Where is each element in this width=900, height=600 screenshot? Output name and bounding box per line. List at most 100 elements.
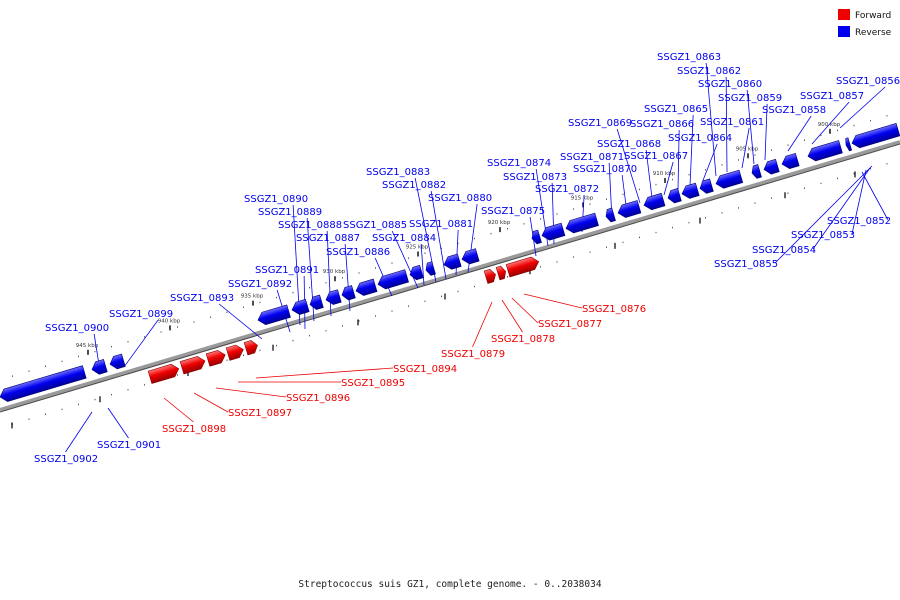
gene-label[interactable]: SSGZ1_0901 bbox=[97, 440, 161, 451]
gene-label[interactable]: SSGZ1_0894 bbox=[393, 364, 457, 375]
gene-leader-line bbox=[391, 230, 419, 289]
reverse-gene-arrow[interactable] bbox=[616, 200, 642, 219]
reverse-gene-arrow[interactable] bbox=[806, 140, 843, 162]
reverse-gene-arrow[interactable] bbox=[762, 158, 780, 175]
gene-label[interactable]: SSGZ1_0888 bbox=[278, 220, 342, 231]
reverse-gene-arrow[interactable] bbox=[714, 169, 744, 190]
gene-label[interactable]: SSGZ1_0897 bbox=[228, 408, 292, 419]
gene-label[interactable]: SSGZ1_0877 bbox=[538, 319, 602, 330]
reverse-gene-arrow[interactable] bbox=[750, 164, 762, 180]
gene-label[interactable]: SSGZ1_0852 bbox=[827, 216, 891, 227]
minor-tick-bottom bbox=[441, 295, 442, 298]
gene-label[interactable]: SSGZ1_0884 bbox=[372, 233, 436, 244]
gene-label[interactable]: SSGZ1_0868 bbox=[597, 139, 661, 150]
gene-label[interactable]: SSGZ1_0878 bbox=[491, 334, 555, 345]
reverse-gene-arrow[interactable] bbox=[0, 365, 87, 404]
gene-label[interactable]: SSGZ1_0876 bbox=[582, 304, 646, 315]
reverse-gene-arrow[interactable] bbox=[540, 222, 566, 242]
reverse-gene-arrow[interactable] bbox=[376, 269, 409, 291]
gene-label[interactable]: SSGZ1_0902 bbox=[34, 454, 98, 465]
gene-label[interactable]: SSGZ1_0882 bbox=[382, 180, 446, 191]
gene-label[interactable]: SSGZ1_0871 bbox=[560, 152, 624, 163]
gene-label[interactable]: SSGZ1_0854 bbox=[752, 245, 816, 256]
gene-label[interactable]: SSGZ1_0875 bbox=[481, 206, 545, 217]
gene-label[interactable]: SSGZ1_0859 bbox=[718, 93, 782, 104]
forward-gene-arrow[interactable] bbox=[225, 343, 245, 361]
reverse-gene-arrow[interactable] bbox=[530, 229, 542, 245]
reverse-gene-arrow[interactable] bbox=[642, 192, 666, 211]
gene-label[interactable]: SSGZ1_0864 bbox=[668, 133, 732, 144]
gene-label[interactable]: SSGZ1_0861 bbox=[700, 117, 764, 128]
gene-label[interactable]: SSGZ1_0887 bbox=[296, 233, 360, 244]
gene-label[interactable]: SSGZ1_0891 bbox=[255, 265, 319, 276]
scale-tick-label: 935 kbp bbox=[241, 294, 264, 300]
reverse-gene-arrow[interactable] bbox=[666, 188, 682, 204]
gene-label[interactable]: SSGZ1_0890 bbox=[244, 194, 308, 205]
forward-gene-arrow[interactable] bbox=[205, 349, 227, 367]
reverse-gene-arrow[interactable] bbox=[850, 122, 900, 149]
forward-gene-arrow[interactable] bbox=[495, 265, 507, 281]
gene-label[interactable]: SSGZ1_0883 bbox=[366, 167, 430, 178]
gene-label[interactable]: SSGZ1_0865 bbox=[644, 104, 708, 115]
gene-label[interactable]: SSGZ1_0867 bbox=[624, 151, 688, 162]
gene-label[interactable]: SSGZ1_0880 bbox=[428, 193, 492, 204]
gene-label[interactable]: SSGZ1_0870 bbox=[573, 164, 637, 175]
gene-leader-line bbox=[107, 407, 129, 439]
reverse-gene-arrow[interactable] bbox=[698, 178, 714, 195]
forward-gene-arrow[interactable] bbox=[147, 363, 180, 384]
gene-label[interactable]: SSGZ1_0856 bbox=[836, 76, 900, 87]
forward-gene-arrow[interactable] bbox=[243, 339, 259, 356]
gene-label[interactable]: SSGZ1_0898 bbox=[162, 424, 226, 435]
reverse-gene-arrow[interactable] bbox=[780, 152, 800, 170]
gene-label[interactable]: SSGZ1_0866 bbox=[630, 119, 694, 130]
reverse-gene-arrow[interactable] bbox=[408, 264, 424, 281]
gene-label[interactable]: SSGZ1_0858 bbox=[762, 105, 826, 116]
gene-label[interactable]: SSGZ1_0879 bbox=[441, 349, 505, 360]
gene-label[interactable]: SSGZ1_0895 bbox=[341, 378, 405, 389]
gene-label[interactable]: SSGZ1_0881 bbox=[409, 219, 473, 230]
gene-label[interactable]: SSGZ1_0874 bbox=[487, 158, 551, 169]
gene-label[interactable]: SSGZ1_0862 bbox=[677, 66, 741, 77]
forward-gene-arrow[interactable] bbox=[483, 268, 497, 284]
minor-tick-top bbox=[870, 119, 871, 122]
reverse-gene-arrow[interactable] bbox=[460, 248, 480, 266]
reverse-gene-arrow[interactable] bbox=[424, 261, 436, 277]
reverse-gene-arrow[interactable] bbox=[604, 207, 616, 223]
reverse-gene-arrow[interactable] bbox=[564, 212, 599, 235]
reverse-gene-arrow[interactable] bbox=[680, 182, 700, 200]
reverse-gene-arrow[interactable] bbox=[324, 289, 342, 306]
gene-label[interactable]: SSGZ1_0885 bbox=[343, 220, 407, 231]
gene-label[interactable]: SSGZ1_0896 bbox=[286, 393, 350, 404]
gene-label[interactable]: SSGZ1_0900 bbox=[45, 323, 109, 334]
gene-label[interactable]: SSGZ1_0872 bbox=[535, 184, 599, 195]
reverse-gene-arrow[interactable] bbox=[90, 359, 108, 375]
gene-label[interactable]: SSGZ1_0869 bbox=[568, 118, 632, 129]
gene-label[interactable]: SSGZ1_0893 bbox=[170, 293, 234, 304]
forward-gene-arrow[interactable] bbox=[179, 355, 207, 375]
reverse-gene-arrow[interactable] bbox=[290, 298, 310, 316]
minor-tick-bottom bbox=[853, 172, 855, 175]
gene-label[interactable]: SSGZ1_0892 bbox=[228, 279, 292, 290]
forward-gene-arrow[interactable] bbox=[505, 255, 540, 278]
scale-tick-label: 905 kbp bbox=[736, 146, 759, 152]
gene-label[interactable]: SSGZ1_0860 bbox=[698, 79, 762, 90]
reverse-gene-arrow[interactable] bbox=[108, 353, 126, 370]
reverse-gene-arrow[interactable] bbox=[844, 137, 853, 152]
gene-leader-line bbox=[701, 143, 718, 184]
gene-label[interactable]: SSGZ1_0873 bbox=[503, 172, 567, 183]
gene-label[interactable]: SSGZ1_0886 bbox=[326, 247, 390, 258]
gene-label[interactable]: SSGZ1_0857 bbox=[800, 91, 864, 102]
gene-label[interactable]: SSGZ1_0863 bbox=[657, 52, 721, 63]
reverse-gene-arrow[interactable] bbox=[340, 285, 356, 302]
gene-leader-line bbox=[774, 165, 873, 264]
legend-forward-label: Forward bbox=[855, 11, 891, 21]
reverse-gene-arrow[interactable] bbox=[354, 278, 378, 297]
gene-label[interactable]: SSGZ1_0855 bbox=[714, 259, 778, 270]
gene-label[interactable]: SSGZ1_0853 bbox=[791, 230, 855, 241]
reverse-gene-arrow[interactable] bbox=[256, 304, 291, 327]
reverse-gene-arrow[interactable] bbox=[308, 294, 324, 311]
gene-label[interactable]: SSGZ1_0889 bbox=[258, 207, 322, 218]
reverse-gene-arrow[interactable] bbox=[442, 253, 462, 271]
gene-label[interactable]: SSGZ1_0899 bbox=[109, 309, 173, 320]
